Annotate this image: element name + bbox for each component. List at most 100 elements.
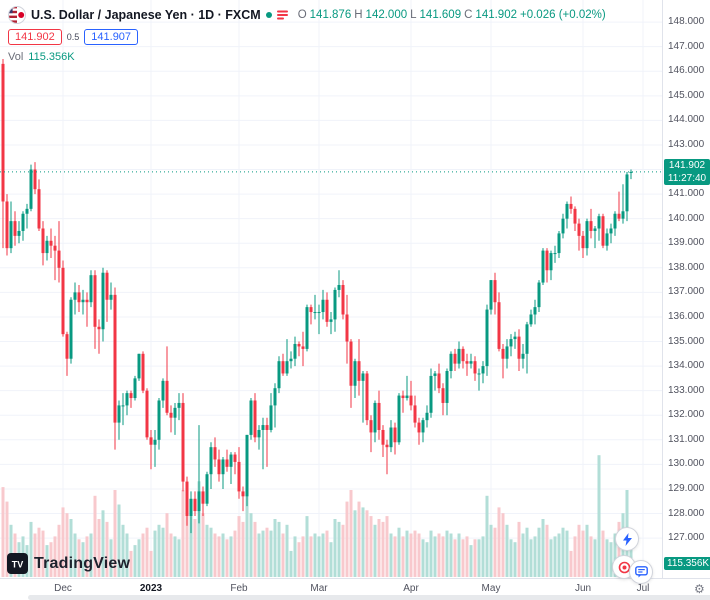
candle[interactable] xyxy=(569,196,573,214)
candle[interactable] xyxy=(525,321,529,374)
candle[interactable] xyxy=(273,383,277,428)
candle[interactable] xyxy=(233,452,237,475)
candle[interactable] xyxy=(101,267,105,342)
candle[interactable] xyxy=(425,405,429,428)
candle[interactable] xyxy=(405,375,409,401)
candle[interactable] xyxy=(277,356,281,394)
candle[interactable] xyxy=(369,415,373,453)
candle[interactable] xyxy=(429,368,433,418)
candle[interactable] xyxy=(129,390,133,408)
candle[interactable] xyxy=(309,304,313,325)
candle[interactable] xyxy=(13,211,17,246)
candle[interactable] xyxy=(557,230,561,258)
candle[interactable] xyxy=(417,417,421,445)
candle[interactable] xyxy=(221,457,225,489)
candle[interactable] xyxy=(421,417,425,443)
candle[interactable] xyxy=(97,319,101,354)
candle[interactable] xyxy=(81,289,85,315)
candle[interactable] xyxy=(185,476,189,526)
candle[interactable] xyxy=(449,351,453,379)
candle[interactable] xyxy=(53,235,57,281)
candle[interactable] xyxy=(509,334,513,357)
candle[interactable] xyxy=(353,358,357,399)
candle[interactable] xyxy=(161,378,165,408)
candle[interactable] xyxy=(621,184,625,224)
candle[interactable] xyxy=(529,309,533,327)
candle[interactable] xyxy=(121,393,125,426)
candle[interactable] xyxy=(545,248,549,283)
time-tick-label[interactable]: Feb xyxy=(230,583,248,594)
candle[interactable] xyxy=(325,292,329,327)
candle[interactable] xyxy=(585,218,589,256)
candle[interactable] xyxy=(57,221,61,283)
candle[interactable] xyxy=(337,270,341,298)
candle[interactable] xyxy=(597,213,601,241)
candle[interactable] xyxy=(61,260,65,337)
candle[interactable] xyxy=(365,371,369,426)
candle[interactable] xyxy=(37,179,41,231)
candle[interactable] xyxy=(33,162,37,195)
candle[interactable] xyxy=(113,287,117,450)
candle[interactable] xyxy=(497,292,501,352)
chart-canvas[interactable] xyxy=(0,0,662,578)
candle[interactable] xyxy=(17,221,21,244)
candle[interactable] xyxy=(217,449,221,482)
candle[interactable] xyxy=(381,425,385,458)
candle[interactable] xyxy=(541,248,545,286)
candle[interactable] xyxy=(625,171,629,222)
candle[interactable] xyxy=(21,211,25,241)
candle[interactable] xyxy=(109,282,113,310)
candle[interactable] xyxy=(237,447,241,499)
candle[interactable] xyxy=(401,390,405,413)
list-icon[interactable] xyxy=(276,10,288,20)
candle[interactable] xyxy=(1,58,5,249)
candle[interactable] xyxy=(293,336,297,367)
volume-indicator-row[interactable]: Vol 115.356K xyxy=(8,51,606,63)
candle[interactable] xyxy=(469,353,473,369)
candle[interactable] xyxy=(505,339,509,369)
candle[interactable] xyxy=(549,250,553,281)
candle[interactable] xyxy=(457,341,461,369)
candle[interactable] xyxy=(285,339,289,376)
candle[interactable] xyxy=(153,429,157,467)
candle[interactable] xyxy=(189,491,193,534)
candle[interactable] xyxy=(441,383,445,416)
candle[interactable] xyxy=(513,331,517,349)
candle[interactable] xyxy=(561,213,565,239)
candle[interactable] xyxy=(489,280,493,315)
candle[interactable] xyxy=(77,285,81,313)
candle[interactable] xyxy=(501,343,505,379)
candle[interactable] xyxy=(249,398,253,440)
candle[interactable] xyxy=(165,346,169,416)
candle[interactable] xyxy=(461,346,465,369)
candle[interactable] xyxy=(397,393,401,445)
candle[interactable] xyxy=(409,380,413,411)
symbol-title[interactable]: U.S. Dollar / Japanese Yen · 1D · FXCM xyxy=(31,8,261,22)
candle[interactable] xyxy=(105,270,109,322)
candle[interactable] xyxy=(373,400,377,443)
candle[interactable] xyxy=(481,361,485,384)
candle[interactable] xyxy=(141,351,145,394)
candle[interactable] xyxy=(349,339,353,408)
candle[interactable] xyxy=(357,339,361,396)
candle[interactable] xyxy=(29,164,33,212)
candle[interactable] xyxy=(517,329,521,372)
candle[interactable] xyxy=(565,201,569,229)
candle[interactable] xyxy=(45,235,49,261)
candle[interactable] xyxy=(465,353,469,376)
candle[interactable] xyxy=(629,169,633,180)
candle[interactable] xyxy=(533,299,537,325)
candle[interactable] xyxy=(317,304,321,335)
candle[interactable] xyxy=(601,213,605,249)
candle[interactable] xyxy=(205,471,209,507)
candle[interactable] xyxy=(265,417,269,467)
time-tick-label[interactable]: 2023 xyxy=(139,583,163,594)
time-tick-label[interactable]: May xyxy=(481,583,501,594)
candle[interactable] xyxy=(85,292,89,327)
time-tick-label[interactable]: Dec xyxy=(54,583,72,594)
tradingview-logo[interactable]: TV TradingView xyxy=(7,553,130,574)
candle[interactable] xyxy=(197,425,201,524)
candle[interactable] xyxy=(157,398,161,450)
candle[interactable] xyxy=(257,425,261,450)
candle[interactable] xyxy=(493,272,497,315)
